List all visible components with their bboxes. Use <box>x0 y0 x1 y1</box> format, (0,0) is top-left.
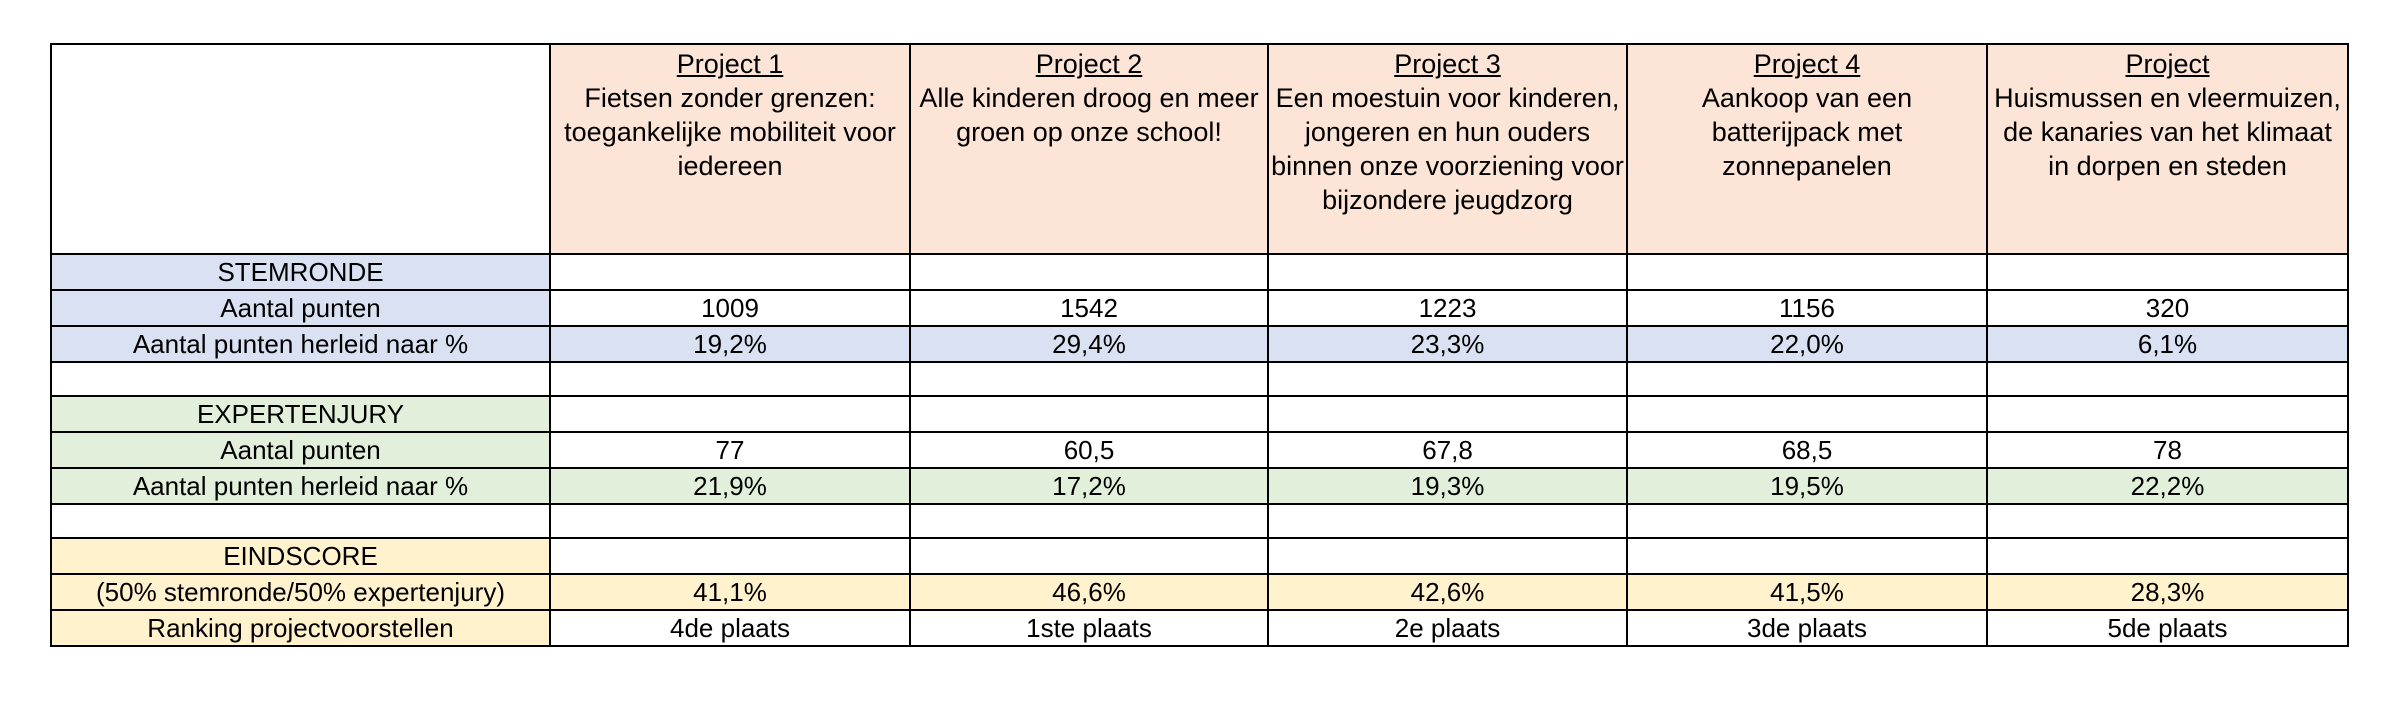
empty-cell <box>50 503 551 539</box>
empty-cell <box>909 503 1269 539</box>
empty-cell <box>1267 395 1628 433</box>
table-cell: 1ste plaats <box>909 609 1269 647</box>
table-cell: 60,5 <box>909 431 1269 469</box>
table-cell: 23,3% <box>1267 325 1628 363</box>
project-title: Een moestuin voor kinderen, jongeren en … <box>1271 83 1624 215</box>
project-number: Project 4 <box>1753 49 1861 79</box>
table-cell: 22,0% <box>1626 325 1988 363</box>
table-cell: 1542 <box>909 289 1269 327</box>
empty-cell <box>1626 253 1988 291</box>
spacer-row <box>50 503 2349 539</box>
project-header-4: Project 4 Aankoop van een batterijpack m… <box>1626 43 1988 255</box>
expertenjury-section-row: EXPERTENJURY <box>50 395 2349 433</box>
eindscore-label: EINDSCORE <box>50 537 551 575</box>
stemronde-points-row: Aantal punten 1009 1542 1223 1156 320 <box>50 289 2349 327</box>
empty-cell <box>1986 503 2349 539</box>
empty-cell <box>549 503 911 539</box>
stemronde-label: STEMRONDE <box>50 253 551 291</box>
stemronde-pct-row: Aantal punten herleid naar % 19,2% 29,4%… <box>50 325 2349 363</box>
corner-cell <box>50 43 551 255</box>
empty-cell <box>1267 537 1628 575</box>
project-title: Huismussen en vleermuizen, de kanaries v… <box>1994 83 2341 181</box>
project-number: Project <box>2125 49 2210 79</box>
empty-cell <box>549 361 911 397</box>
table-cell: 4de plaats <box>549 609 911 647</box>
spacer-row <box>50 361 2349 397</box>
table-cell: 19,3% <box>1267 467 1628 505</box>
row-label: (50% stemronde/50% expertenjury) <box>50 573 551 611</box>
row-label: Aantal punten <box>50 431 551 469</box>
table-cell: 68,5 <box>1626 431 1988 469</box>
eindscore-section-row: EINDSCORE <box>50 537 2349 575</box>
table-cell: 1009 <box>549 289 911 327</box>
table-cell: 41,1% <box>549 573 911 611</box>
project-title: Aankoop van een batterijpack met zonnepa… <box>1701 83 1913 181</box>
table-cell: 320 <box>1986 289 2349 327</box>
empty-cell <box>1626 395 1988 433</box>
table-cell: 28,3% <box>1986 573 2349 611</box>
table-cell: 5de plaats <box>1986 609 2349 647</box>
eindscore-pct-row: (50% stemronde/50% expertenjury) 41,1% 4… <box>50 573 2349 611</box>
project-title: Fietsen zonder grenzen: toegankelijke mo… <box>564 83 896 181</box>
table-cell: 29,4% <box>909 325 1269 363</box>
row-label: Aantal punten <box>50 289 551 327</box>
project-header-1: Project 1 Fietsen zonder grenzen: toegan… <box>549 43 911 255</box>
results-table: Project 1 Fietsen zonder grenzen: toegan… <box>50 43 2349 647</box>
table-cell: 77 <box>549 431 911 469</box>
empty-cell <box>1267 361 1628 397</box>
expertenjury-label: EXPERTENJURY <box>50 395 551 433</box>
project-number: Project 3 <box>1394 49 1501 79</box>
table-cell: 6,1% <box>1986 325 2349 363</box>
table-cell: 22,2% <box>1986 467 2349 505</box>
project-header-3: Project 3 Een moestuin voor kinderen, jo… <box>1267 43 1628 255</box>
expertenjury-pct-row: Aantal punten herleid naar % 21,9% 17,2%… <box>50 467 2349 505</box>
empty-cell <box>1986 361 2349 397</box>
row-label: Aantal punten herleid naar % <box>50 467 551 505</box>
table-cell: 78 <box>1986 431 2349 469</box>
table-cell: 19,2% <box>549 325 911 363</box>
table-cell: 17,2% <box>909 467 1269 505</box>
stemronde-section-row: STEMRONDE <box>50 253 2349 291</box>
table-cell: 2e plaats <box>1267 609 1628 647</box>
empty-cell <box>1267 253 1628 291</box>
empty-cell <box>50 361 551 397</box>
empty-cell <box>1626 537 1988 575</box>
empty-cell <box>549 395 911 433</box>
project-number: Project 1 <box>676 49 784 79</box>
table-cell: 41,5% <box>1626 573 1988 611</box>
project-number: Project 2 <box>1035 49 1143 79</box>
table-cell: 1223 <box>1267 289 1628 327</box>
expertenjury-points-row: Aantal punten 77 60,5 67,8 68,5 78 <box>50 431 2349 469</box>
empty-cell <box>1986 253 2349 291</box>
empty-cell <box>1626 361 1988 397</box>
empty-cell <box>549 253 911 291</box>
table-cell: 46,6% <box>909 573 1269 611</box>
project-header-5: Project Huismussen en vleermuizen, de ka… <box>1986 43 2349 255</box>
project-title: Alle kinderen droog en meer groen op onz… <box>919 83 1259 147</box>
table-cell: 42,6% <box>1267 573 1628 611</box>
table-cell: 19,5% <box>1626 467 1988 505</box>
table-cell: 21,9% <box>549 467 911 505</box>
row-label: Ranking projectvoorstellen <box>50 609 551 647</box>
project-header-2: Project 2 Alle kinderen droog en meer gr… <box>909 43 1269 255</box>
table-cell: 3de plaats <box>1626 609 1988 647</box>
empty-cell <box>909 537 1269 575</box>
empty-cell <box>1986 395 2349 433</box>
table-cell: 67,8 <box>1267 431 1628 469</box>
empty-cell <box>909 253 1269 291</box>
row-label: Aantal punten herleid naar % <box>50 325 551 363</box>
empty-cell <box>1267 503 1628 539</box>
header-row: Project 1 Fietsen zonder grenzen: toegan… <box>50 43 2349 255</box>
ranking-row: Ranking projectvoorstellen 4de plaats 1s… <box>50 609 2349 647</box>
empty-cell <box>909 395 1269 433</box>
empty-cell <box>1986 537 2349 575</box>
empty-cell <box>909 361 1269 397</box>
empty-cell <box>1626 503 1988 539</box>
empty-cell <box>549 537 911 575</box>
table-cell: 1156 <box>1626 289 1988 327</box>
